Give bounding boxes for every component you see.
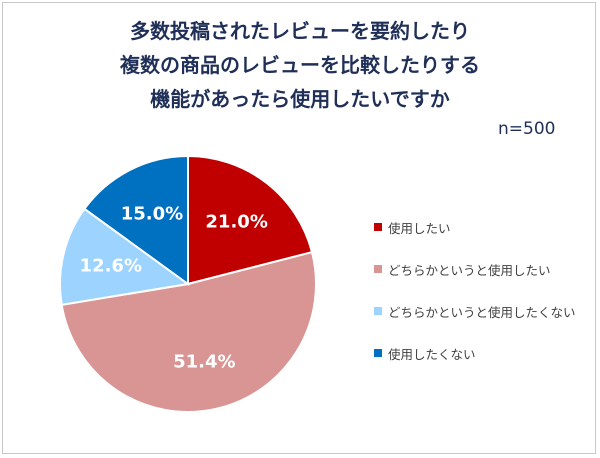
chart-title: 多数投稿されたレビューを要約したり 複数の商品のレビューを比較したりする 機能が… [0, 14, 600, 116]
chart-title-line-3: 機能があったら使用したいですか [150, 87, 450, 111]
legend-label: 使用したくない [388, 346, 476, 362]
legend-label: 使用したい [388, 220, 451, 236]
legend-item-use: 使用したい [374, 219, 576, 236]
pie-slice-4 [83, 154, 189, 286]
sample-size-note: n=500 [498, 119, 556, 139]
pie-slice-3 [59, 207, 191, 306]
pie-slice-label-3: 12.6% [80, 256, 142, 277]
pie-slice-label-4: 15.0% [121, 203, 183, 224]
pie-slice-1 [187, 154, 314, 286]
legend-swatch [374, 307, 382, 315]
legend-item-somewhat-not-use: どちらかというと使用したくない [374, 303, 576, 320]
legend-label: どちらかというと使用したい [388, 262, 551, 278]
legend-swatch [374, 265, 382, 273]
pie-slice-label-1: 21.0% [205, 211, 267, 232]
legend-swatch [374, 223, 382, 231]
legend-item-not-use: 使用したくない [374, 345, 576, 362]
chart-title-line-1: 多数投稿されたレビューを要約したり [130, 19, 470, 43]
legend-item-somewhat-use: どちらかというと使用したい [374, 261, 576, 278]
legend-swatch [374, 349, 382, 357]
pie-slice-label-2: 51.4% [173, 352, 235, 373]
pie-slice-2 [60, 250, 317, 413]
chart-title-line-2: 複数の商品のレビューを比較したりする [120, 53, 480, 77]
chart-legend: 使用したい どちらかというと使用したい どちらかというと使用したくない 使用した… [374, 219, 576, 387]
legend-label: どちらかというと使用したくない [388, 304, 576, 320]
